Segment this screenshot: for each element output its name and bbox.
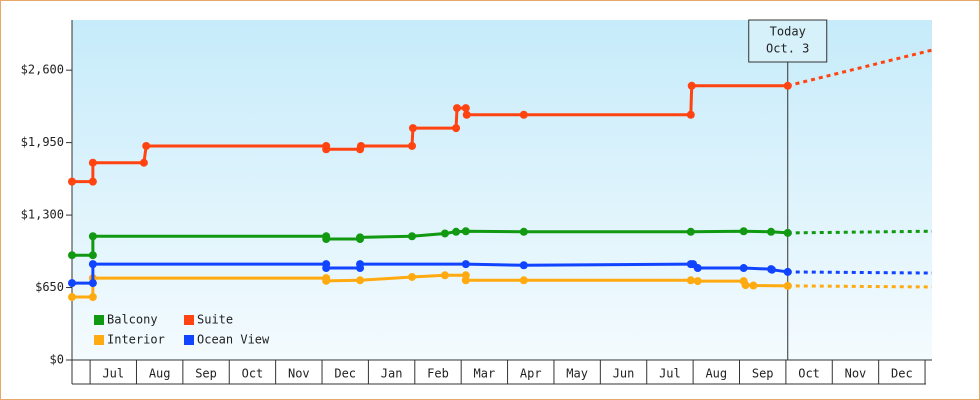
forecast-line [787,48,933,88]
y-tick-label: $1,950 [21,135,64,149]
x-tick-label: Jan [381,367,403,381]
x-tick-label: Sep [195,367,217,381]
point [767,227,776,236]
point [88,279,97,288]
point [687,81,696,90]
x-tick-label: Jul [659,367,681,381]
x-tick-label: Sep [752,367,774,381]
point [88,177,97,186]
y-tick-label: $2,600 [21,63,64,77]
y-tick-label: $0 [50,353,64,367]
x-axis-band [72,360,932,384]
point [767,265,776,274]
point [462,110,471,119]
point [461,227,470,236]
point [519,110,528,119]
point [519,227,528,236]
series-line [72,262,788,285]
y-tick-label: $650 [35,280,64,294]
point [88,232,97,241]
point [68,177,76,186]
point [440,271,449,280]
point [461,276,470,285]
point [686,276,695,285]
point [322,264,331,273]
point [739,264,748,273]
point [783,81,792,90]
point [519,276,528,285]
x-tick-label: Nov [845,367,867,381]
legend-label: Ocean View [197,333,270,347]
y-tick-label: $1,300 [21,208,64,222]
point [88,293,97,302]
today-label: Today [770,25,806,39]
point [452,124,461,133]
point [693,264,702,273]
point [356,141,365,150]
point [783,267,792,276]
point [461,260,470,269]
x-tick-label: Dec [891,367,913,381]
x-tick-label: Nov [288,367,310,381]
legend-label: Suite [197,313,233,327]
point [408,124,417,133]
legend-swatch [184,315,194,325]
x-tick-label: Jun [613,367,635,381]
forecast-line [787,284,933,289]
point [686,110,695,119]
forecast-line [787,229,933,235]
point [749,281,758,290]
point [461,104,470,113]
point [322,235,331,244]
point [693,277,702,286]
x-tick-label: Dec [334,367,356,381]
point [68,293,76,302]
point [322,276,331,285]
x-tick-label: May [566,367,588,381]
x-tick-label: Mar [474,367,496,381]
point [783,281,792,290]
point [519,261,528,270]
point [142,141,151,150]
point [686,227,695,236]
point [356,260,365,269]
point [88,251,97,260]
today-label: Oct. 3 [766,42,809,56]
legend-swatch [184,335,194,345]
point [322,145,331,154]
point [741,281,750,290]
point [408,272,417,281]
legend-swatch [94,335,104,345]
forecast-line [787,270,933,275]
x-tick-label: Oct [242,367,264,381]
legend-label: Interior [107,333,165,347]
plot-area [72,20,932,360]
series-line [72,229,788,257]
today-box [748,19,828,63]
point [88,260,97,269]
point [88,158,97,167]
point [408,232,417,241]
x-tick-label: Apr [520,367,542,381]
legend-label: Balcony [107,313,158,327]
point [68,251,76,260]
x-tick-label: Feb [427,367,449,381]
legend-swatch [94,315,104,325]
point [68,279,76,288]
point [452,227,461,236]
x-tick-label: Aug [149,367,171,381]
point [739,227,748,236]
x-tick-label: Jul [102,367,124,381]
point [453,104,462,113]
point [356,233,365,242]
point [783,228,792,237]
point [408,141,417,150]
point [356,276,365,285]
point [440,229,449,238]
point [139,158,148,167]
x-tick-label: Oct [798,367,820,381]
x-tick-label: Aug [705,367,727,381]
